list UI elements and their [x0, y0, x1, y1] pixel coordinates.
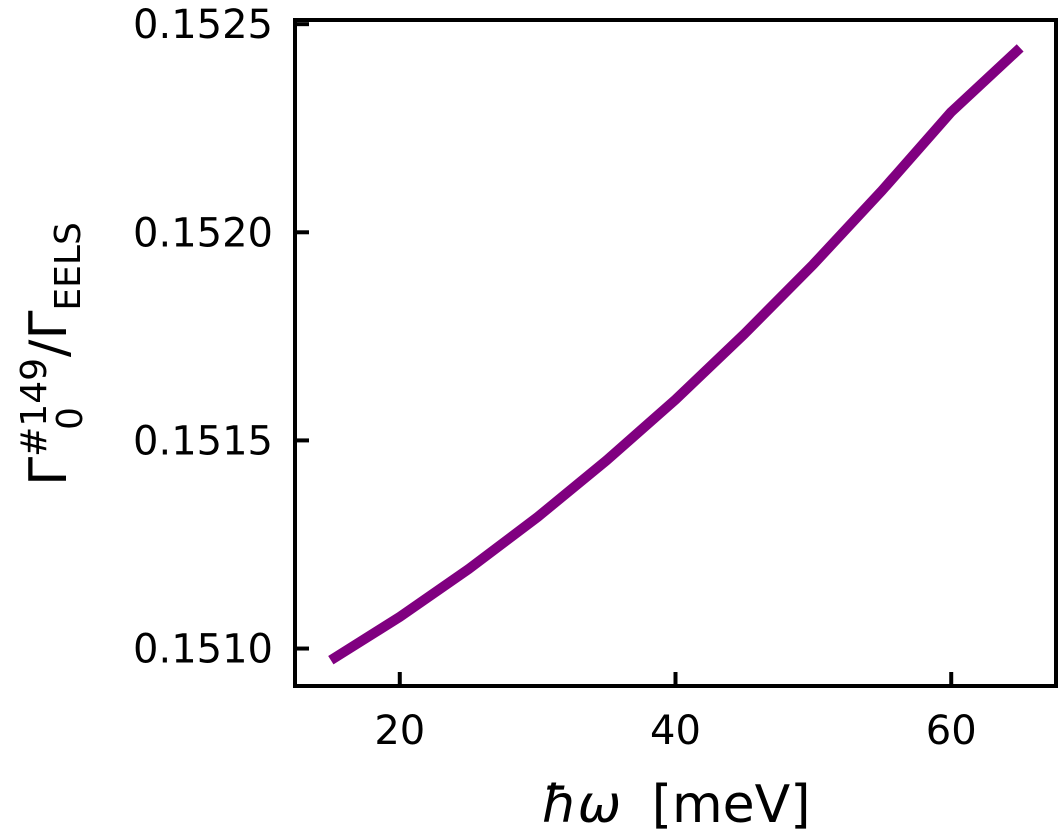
- y-axis-slash-gamma: /Γ: [19, 311, 79, 358]
- y-tick-label: 0.1515: [133, 418, 273, 464]
- y-axis-gamma: Γ: [19, 457, 79, 486]
- x-axis-unit: [meV]: [652, 775, 811, 835]
- plot-frame: [293, 18, 1058, 688]
- series-lines: [328, 44, 1024, 665]
- x-axis-symbol: ħω: [541, 775, 621, 835]
- x-tick-label: 60: [926, 708, 977, 754]
- x-tick-label: 20: [374, 708, 425, 754]
- x-tick-label: 40: [650, 708, 701, 754]
- y-axis-subscript: 0: [50, 407, 91, 430]
- y-axis-superscript: #149: [14, 358, 55, 457]
- y-tick-label: 0.1510: [133, 627, 273, 673]
- y-tick-label: 0.1525: [133, 2, 273, 48]
- y-axis-subscript-eels: EELS: [48, 222, 89, 310]
- y-axis-label: Γ#1490/ΓEELS: [14, 222, 91, 486]
- axis-ticks: 20 40 60 0.1510 0.1515 0.1520 0.1525: [133, 2, 977, 754]
- series-line: [328, 44, 1024, 665]
- x-axis-label: ħω [meV]: [541, 775, 810, 835]
- y-tick-label: 0.1520: [133, 210, 273, 256]
